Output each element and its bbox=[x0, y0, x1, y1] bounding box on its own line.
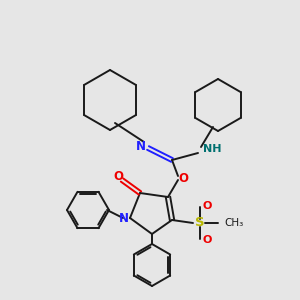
Text: S: S bbox=[195, 217, 205, 230]
Text: N: N bbox=[119, 212, 129, 224]
Text: O: O bbox=[178, 172, 188, 185]
Text: CH₃: CH₃ bbox=[224, 218, 243, 228]
Text: O: O bbox=[113, 169, 123, 182]
Text: O: O bbox=[202, 235, 212, 245]
Text: NH: NH bbox=[203, 144, 221, 154]
Text: O: O bbox=[202, 201, 212, 211]
Text: N: N bbox=[136, 140, 146, 154]
